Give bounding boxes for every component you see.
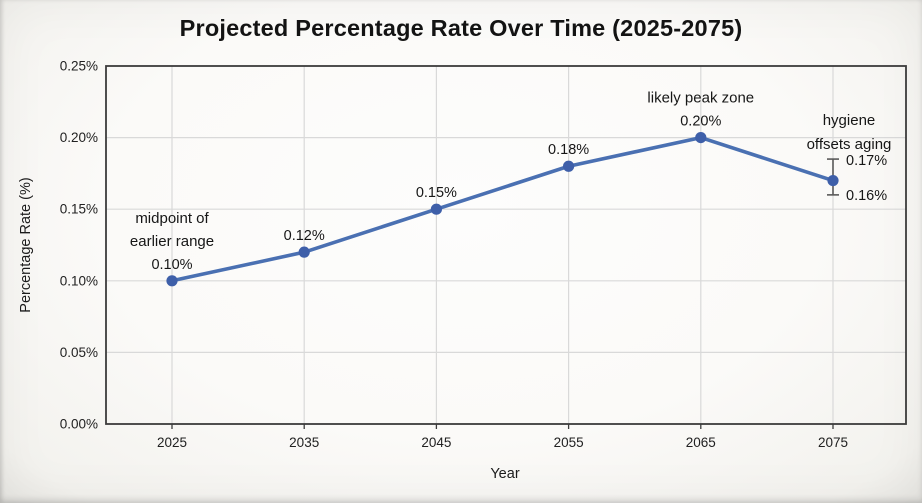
- point-annotation: likely peak zone: [647, 90, 754, 107]
- plot-border: [105, 65, 907, 425]
- y-tick-label: 0.10%: [60, 273, 98, 288]
- point-value-label: 0.12%: [284, 228, 325, 244]
- plot-area: 2025 2035 2045 2055 2065 2075 0.00% 0.05% 0.10% 0…: [60, 59, 907, 450]
- chart-title: Projected Percentage Rate Over Time (202…: [180, 15, 743, 41]
- series-line: [170, 135, 835, 283]
- x-tick-label: 2035: [289, 435, 319, 450]
- y-axis-title: Percentage Rate (%): [18, 177, 34, 312]
- x-tick-label: 2065: [686, 435, 716, 450]
- point-value-label: 0.15%: [416, 185, 457, 201]
- point-annotation: midpoint of: [135, 210, 209, 227]
- data-point: [563, 160, 575, 172]
- x-tick-label: 2045: [421, 435, 451, 450]
- y-tick-label: 0.00%: [60, 417, 98, 432]
- point-annotation: earlier range: [130, 233, 214, 250]
- point-value-label: 0.10%: [151, 257, 192, 273]
- data-point: [695, 132, 707, 144]
- y-tick-label: 0.20%: [60, 130, 98, 145]
- x-tick-label: 2075: [818, 435, 848, 450]
- y-tick-label: 0.25%: [60, 59, 98, 74]
- x-tick-label: 2025: [157, 435, 187, 450]
- y-tick-label: 0.05%: [60, 345, 98, 360]
- x-axis-title: Year: [490, 466, 519, 482]
- data-point: [430, 203, 442, 215]
- point-value-label: 0.20%: [680, 114, 721, 130]
- error-low-label: 0.16%: [846, 188, 887, 204]
- y-tick-label: 0.15%: [60, 202, 98, 217]
- data-point: [827, 174, 839, 187]
- x-tick-label: 2055: [554, 435, 584, 450]
- point-value-label: 0.18%: [548, 142, 589, 158]
- point-annotation: hygiene: [823, 112, 876, 129]
- data-point: [298, 246, 310, 258]
- error-high-label: 0.17%: [846, 153, 887, 169]
- point-annotation: offsets aging: [807, 136, 892, 153]
- data-point: [166, 275, 178, 287]
